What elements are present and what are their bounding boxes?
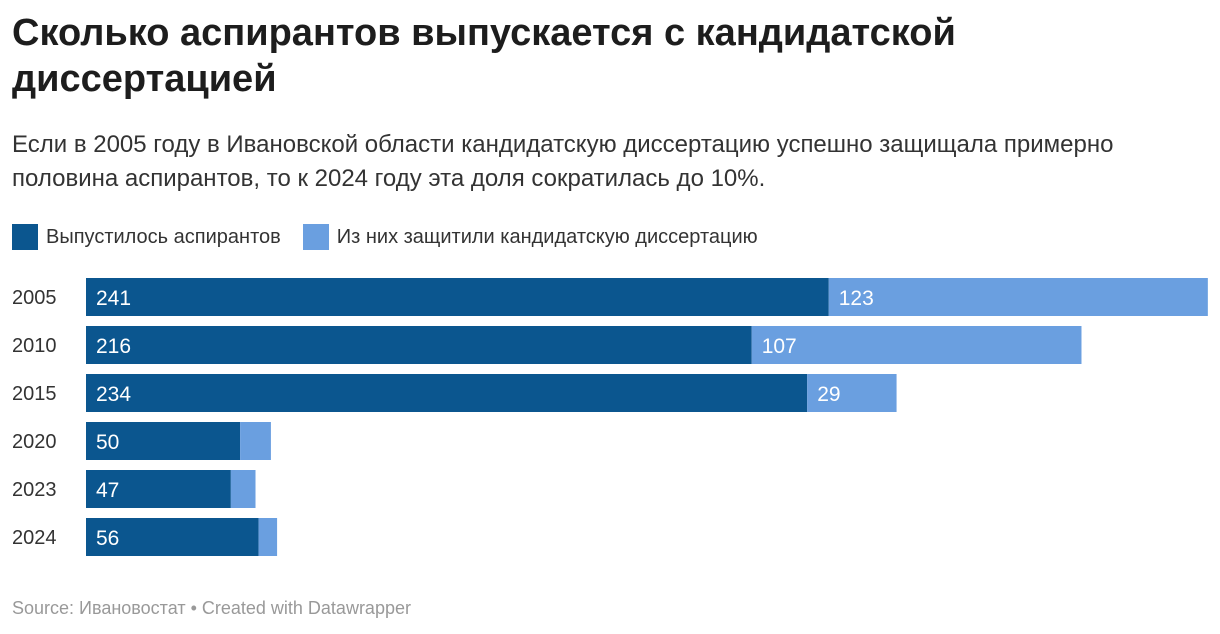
- chart-subtitle: Если в 2005 году в Ивановской области ка…: [12, 131, 1114, 192]
- bar-segment-graduated: [86, 326, 752, 364]
- bar-segment-defended: [240, 422, 271, 460]
- bar-chart: 2005 241 123 2010 216 107 2015 234 29 2020 50 2023 4…: [12, 278, 1208, 556]
- category-label: 2015: [12, 383, 57, 405]
- legend-label: Выпустилось аспирантов: [46, 225, 281, 248]
- legend-swatch: [12, 224, 38, 250]
- category-label: 2024: [12, 527, 57, 549]
- data-label: 123: [839, 287, 874, 310]
- data-label: 241: [96, 287, 131, 310]
- category-label: 2020: [12, 431, 57, 453]
- data-label: 47: [96, 479, 119, 502]
- bar-segment-defended: [751, 326, 1082, 364]
- bar-segment-defended: [230, 470, 256, 508]
- legend-item-defended: Из них защитили кандидатскую диссертацию: [302, 224, 758, 250]
- category-label: 2010: [12, 335, 57, 357]
- data-label: 50: [96, 431, 119, 454]
- legend-label: Из них защитили кандидатскую диссертацию: [336, 225, 758, 248]
- bar-segment-defended: [258, 518, 278, 556]
- legend-swatch: [302, 224, 329, 250]
- data-label: 29: [817, 383, 840, 406]
- category-label: 2023: [12, 479, 57, 501]
- bar-segment-graduated: [86, 278, 829, 316]
- data-label: 234: [96, 383, 131, 406]
- bar-segment-graduated: [86, 470, 231, 508]
- legend: Выпустилось аспирантов Из них защитили к…: [12, 224, 758, 250]
- data-label: 107: [762, 335, 797, 358]
- bar-segment-graduated: [86, 518, 259, 556]
- source-note: Source: Ивановостат • Created with Dataw…: [12, 598, 411, 618]
- bar-segment-defended: [828, 278, 1208, 316]
- bar-segment-graduated: [86, 374, 808, 412]
- data-label: 56: [96, 527, 119, 550]
- bar-segment-graduated: [86, 422, 241, 460]
- bar-segment-defended: [807, 374, 897, 412]
- legend-item-graduated: Выпустилось аспирантов: [12, 224, 281, 250]
- category-label: 2005: [12, 287, 57, 309]
- chart-title: Сколько аспирантов выпускается с кандида…: [12, 12, 956, 100]
- data-label: 216: [96, 335, 131, 358]
